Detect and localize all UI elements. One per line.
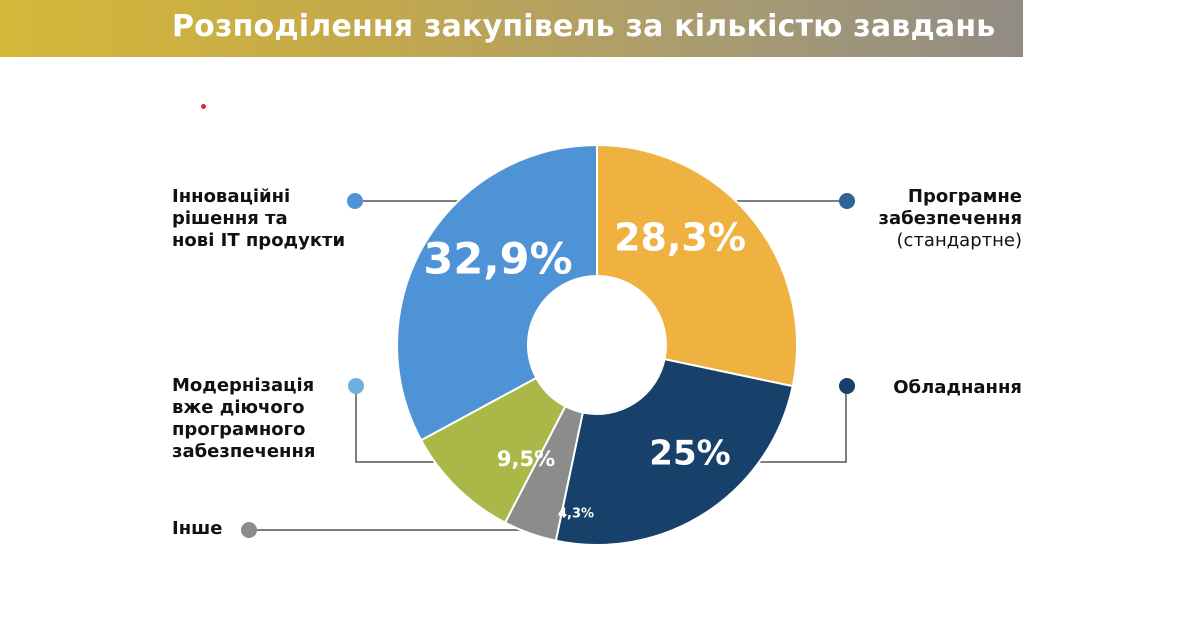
chart-title: Розподілення закупівель за кількістю зав…	[172, 9, 996, 44]
value-label-modernization: 9,5%	[497, 447, 555, 471]
legend-dot-modernization	[348, 378, 364, 394]
label-equipment: Обладнання	[893, 377, 1022, 399]
label-innovations-line-3: нові IT продукти	[172, 230, 346, 251]
value-label-software: 28,3%	[614, 216, 746, 260]
title-banner: Розподілення закупівель за кількістю зав…	[0, 0, 1023, 57]
red-dot	[201, 104, 206, 109]
slice-equipment	[554, 358, 794, 546]
legend-dot-innovations	[347, 193, 363, 209]
label-software-line-1: Програмне	[907, 186, 1022, 207]
label-modernization: Модернізація вже діючого програмного заб…	[172, 375, 315, 463]
leader-line-equipment	[722, 388, 847, 463]
label-software: Програмне забезпечення (стандартне)	[879, 186, 1022, 252]
label-innovations-line-2: рішення та	[172, 208, 288, 229]
label-software-line-2: забезпечення	[878, 208, 1022, 229]
label-innovations-line-1: Інноваційні	[172, 186, 291, 207]
label-modernization-line-1: Модернізація	[172, 375, 315, 396]
value-label-innovations: 32,9%	[423, 235, 572, 285]
label-equipment-line-1: Обладнання	[893, 377, 1022, 398]
slice-innovations	[396, 143, 598, 442]
label-other: Інше	[172, 518, 222, 540]
legend-dot-other	[241, 522, 257, 538]
value-label-equipment: 25%	[649, 434, 730, 474]
label-modernization-line-4: забезпечення	[172, 441, 316, 462]
legend-dot-equipment	[839, 378, 855, 394]
slice-modernization	[419, 376, 567, 524]
label-modernization-line-3: програмного	[172, 419, 306, 440]
label-modernization-line-2: вже діючого	[172, 397, 305, 418]
label-other-line-1: Інше	[172, 518, 223, 539]
legend-dot-software	[839, 193, 855, 209]
label-innovations: Інноваційні рішення та нові IT продукти	[172, 186, 345, 252]
value-label-other: 4,3%	[558, 507, 594, 522]
slice-software	[596, 143, 798, 388]
label-software-sub: (стандартне)	[896, 230, 1022, 251]
